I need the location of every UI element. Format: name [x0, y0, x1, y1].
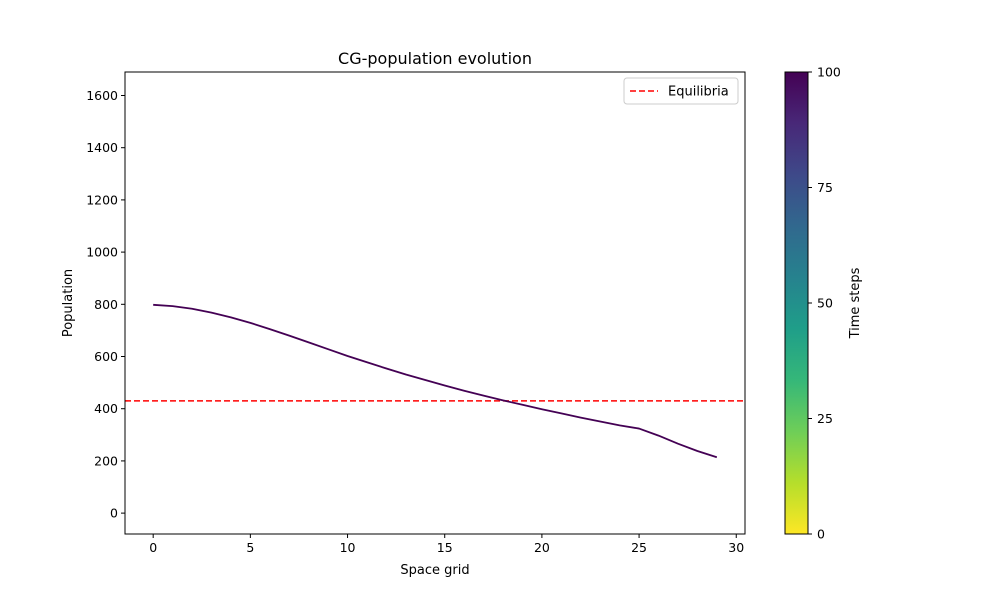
legend-box [623, 77, 739, 105]
plot-frame [124, 71, 746, 535]
y-axis-label: Population [61, 269, 76, 337]
x-tick-label: 25 [631, 540, 647, 555]
y-tick-label: 1400 [86, 140, 118, 155]
x-tick-label: 20 [534, 540, 550, 555]
x-tick-label: 5 [246, 540, 254, 555]
y-tick-label: 1200 [86, 192, 118, 207]
colorbar-tick-label: 100 [817, 65, 841, 80]
y-axis-ticks: 0 200 400 600 800 1000 1200 1400 1600 [86, 88, 125, 521]
y-tick-label: 1000 [86, 245, 118, 260]
legend: Equilibria [623, 77, 739, 105]
colorbar: 0 25 50 75 100 Time steps [784, 65, 863, 542]
x-axis-label: Space grid [400, 563, 469, 578]
y-tick-label: 200 [94, 453, 118, 468]
series-line [153, 303, 718, 459]
colorbar-tick-label: 0 [817, 527, 825, 542]
colorbar-label: Time steps [848, 267, 863, 339]
x-tick-label: 15 [437, 540, 453, 555]
colorbar-gradient [784, 71, 809, 535]
plot-area [124, 71, 746, 535]
colorbar-ticks: 0 25 50 75 100 [808, 65, 841, 542]
y-tick-label: 600 [94, 349, 118, 364]
colorbar-tick-label: 75 [817, 180, 833, 195]
chart-title: CG-population evolution [338, 49, 532, 68]
x-tick-label: 30 [728, 540, 744, 555]
x-tick-label: 0 [149, 540, 157, 555]
y-tick-label: 400 [94, 401, 118, 416]
y-tick-label: 1600 [86, 88, 118, 103]
colorbar-tick-label: 50 [817, 296, 833, 311]
legend-entry-label: Equilibria [668, 85, 729, 100]
x-tick-label: 10 [340, 540, 356, 555]
y-tick-label: 800 [94, 297, 118, 312]
colorbar-tick-label: 25 [817, 411, 833, 426]
y-tick-label: 0 [110, 506, 118, 521]
x-axis-ticks: 0 5 10 15 20 25 30 [149, 534, 744, 555]
